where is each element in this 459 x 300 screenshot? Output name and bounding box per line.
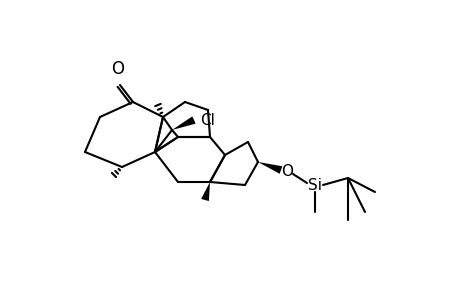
Text: O: O bbox=[280, 164, 292, 179]
Polygon shape bbox=[172, 116, 195, 130]
Text: Cl: Cl bbox=[200, 112, 214, 128]
Polygon shape bbox=[257, 162, 282, 174]
Polygon shape bbox=[201, 182, 210, 201]
Text: O: O bbox=[111, 60, 124, 78]
Text: Si: Si bbox=[308, 178, 321, 193]
